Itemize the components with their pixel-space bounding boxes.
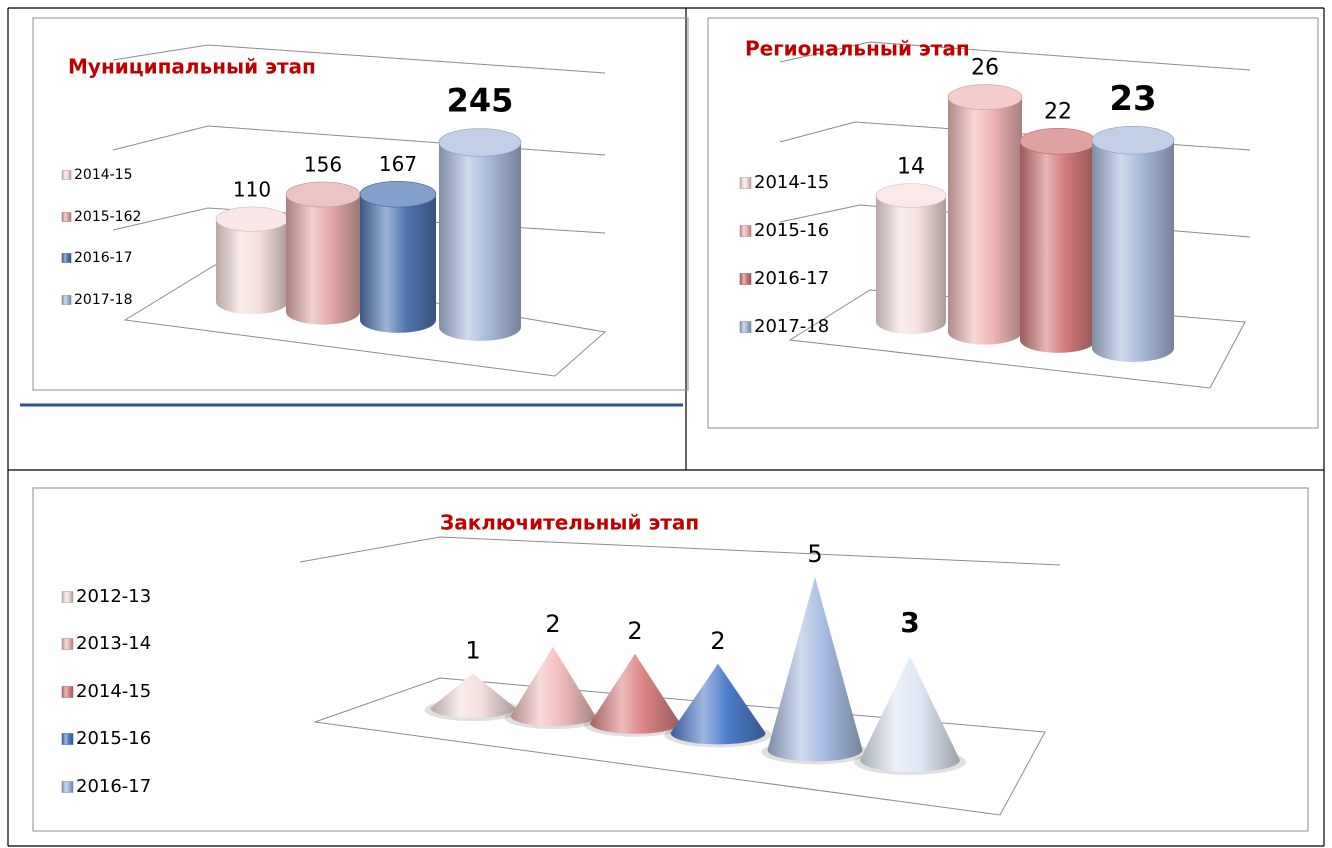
legend-label: 2015-16 bbox=[754, 220, 829, 241]
legend-swatch bbox=[61, 253, 72, 263]
legend-swatch bbox=[739, 321, 752, 333]
data-label: 14 bbox=[897, 155, 925, 180]
chart-frame bbox=[707, 17, 1319, 429]
legend-label: 2015-16 bbox=[76, 728, 151, 749]
cone bbox=[430, 673, 516, 719]
data-label: 23 bbox=[1109, 79, 1156, 119]
cone bbox=[860, 656, 960, 772]
legend-label: 2013-14 bbox=[76, 633, 151, 654]
bar bbox=[875, 183, 947, 334]
legend-label: 2015-162 bbox=[74, 209, 141, 225]
legend-swatch bbox=[61, 170, 72, 180]
legend-label: 2014-15 bbox=[76, 681, 151, 702]
legend-swatch bbox=[739, 177, 752, 189]
bar-body bbox=[1092, 140, 1174, 362]
legend-swatch bbox=[61, 591, 74, 603]
table-borders bbox=[7, 7, 1325, 847]
legend-swatch bbox=[61, 781, 74, 793]
legend-swatch bbox=[61, 295, 72, 305]
bar-body bbox=[439, 142, 521, 341]
data-label: 5 bbox=[807, 540, 822, 568]
data-label: 2 bbox=[545, 610, 560, 638]
chart-frame bbox=[32, 17, 689, 391]
legend-label: 2016-17 bbox=[754, 268, 829, 289]
cone bbox=[510, 646, 596, 727]
legend-swatch bbox=[61, 733, 74, 745]
chart-title: Региональный этап bbox=[745, 37, 970, 61]
legend-label: 2012-13 bbox=[76, 586, 151, 607]
legend-swatch bbox=[739, 273, 752, 285]
cone bbox=[767, 577, 863, 762]
bar-top bbox=[359, 180, 437, 208]
bar bbox=[1019, 128, 1097, 353]
legend-label: 2017-18 bbox=[754, 316, 829, 337]
data-label: 110 bbox=[233, 177, 271, 201]
bar-body bbox=[286, 194, 360, 325]
legend-swatch bbox=[61, 638, 74, 650]
data-label: 167 bbox=[379, 152, 417, 176]
bar-body bbox=[948, 97, 1022, 345]
legend-label: 2017-18 bbox=[74, 292, 133, 308]
legend-swatch bbox=[61, 686, 74, 698]
data-label: 26 bbox=[971, 56, 999, 81]
bar-top bbox=[1019, 128, 1097, 155]
legend-label: 2014-15 bbox=[754, 172, 829, 193]
data-label: 2 bbox=[710, 627, 725, 655]
bar-top bbox=[285, 181, 361, 208]
bar bbox=[438, 128, 522, 341]
bar-top bbox=[875, 183, 947, 208]
data-label: 3 bbox=[900, 606, 919, 639]
bar bbox=[285, 181, 361, 325]
bar bbox=[215, 206, 289, 315]
bar-top bbox=[438, 128, 522, 157]
chart-frame bbox=[32, 487, 1309, 832]
bar-body bbox=[1020, 141, 1096, 353]
data-label: 2 bbox=[627, 617, 642, 645]
chart-title: Муниципальный этап bbox=[68, 55, 316, 79]
bar-top bbox=[947, 84, 1023, 111]
legend-swatch bbox=[739, 225, 752, 237]
cone bbox=[670, 663, 766, 745]
bar bbox=[1091, 125, 1175, 362]
bar bbox=[359, 180, 437, 333]
data-label: 245 bbox=[447, 81, 514, 119]
cone bbox=[590, 653, 680, 734]
bar-top bbox=[1091, 125, 1175, 155]
data-label: 22 bbox=[1044, 99, 1072, 124]
data-label: 1 bbox=[465, 636, 480, 664]
bar-body bbox=[216, 219, 288, 315]
legend-label: 2016-17 bbox=[74, 250, 133, 266]
bar-body bbox=[360, 194, 436, 333]
legend-swatch bbox=[61, 212, 72, 222]
legend-label: 2016-17 bbox=[76, 776, 151, 797]
bar-top bbox=[215, 206, 289, 232]
bar-body bbox=[876, 195, 946, 334]
chart-title: Заключительный этап bbox=[440, 511, 699, 535]
bar bbox=[947, 84, 1023, 345]
legend-label: 2014-15 bbox=[74, 167, 133, 183]
data-label: 156 bbox=[304, 152, 342, 176]
